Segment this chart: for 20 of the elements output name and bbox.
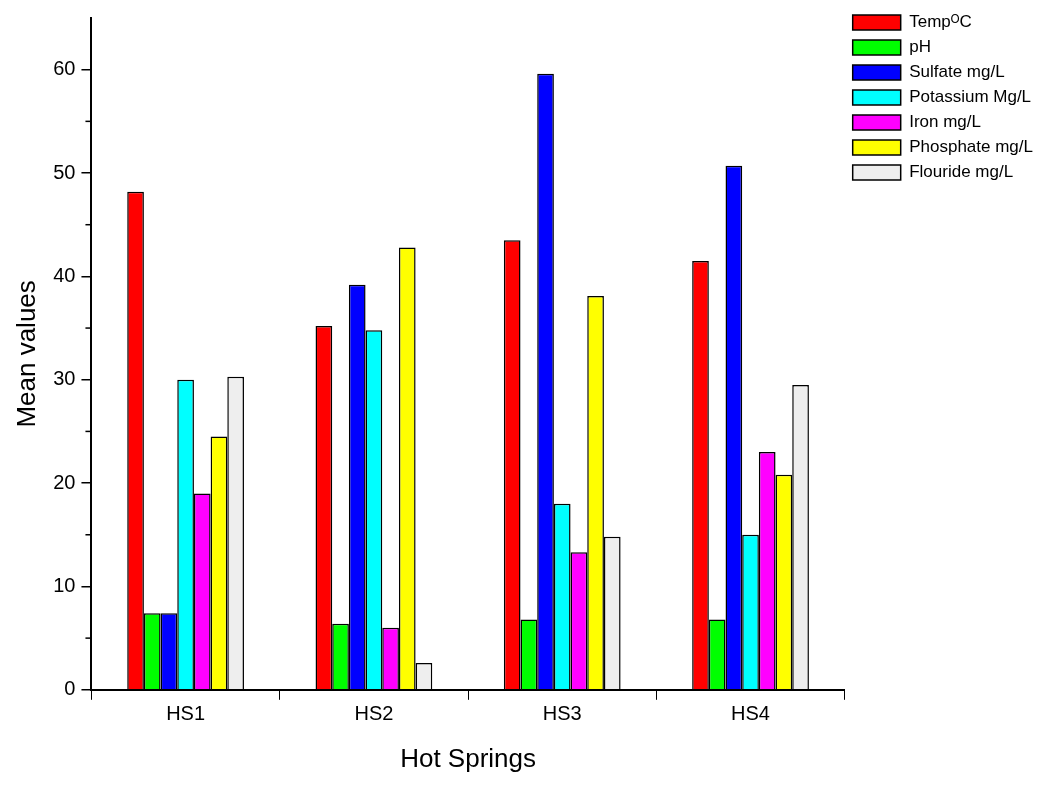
x-tick-label: HS3 [542,702,582,725]
legend-label: Potassium Mg/L [909,87,1032,107]
y-tick-label: 50 [53,160,76,183]
legend-label: Sulfate mg/L [909,62,1005,82]
y-tick-label: 20 [53,470,76,493]
legend-label: Phosphate mg/L [909,137,1034,157]
legend-label: Iron mg/L [909,112,982,132]
y-tick-label: 0 [64,677,76,700]
y-tick-label: 60 [53,57,76,80]
y-tick-label: 10 [53,573,76,596]
x-axis-title: Hot Springs [400,742,536,773]
x-tick-label: HS2 [354,702,394,725]
x-tick-label: HS1 [166,702,206,725]
y-tick-label: 30 [53,367,76,390]
legend-label: TempᴼC [909,12,972,32]
x-tick-label: HS4 [731,702,770,725]
y-axis-title: Mean values [10,280,41,428]
legend-label: Flouride mg/L [909,162,1014,182]
y-tick-label: 40 [53,263,76,286]
legend-label: pH [909,37,931,57]
